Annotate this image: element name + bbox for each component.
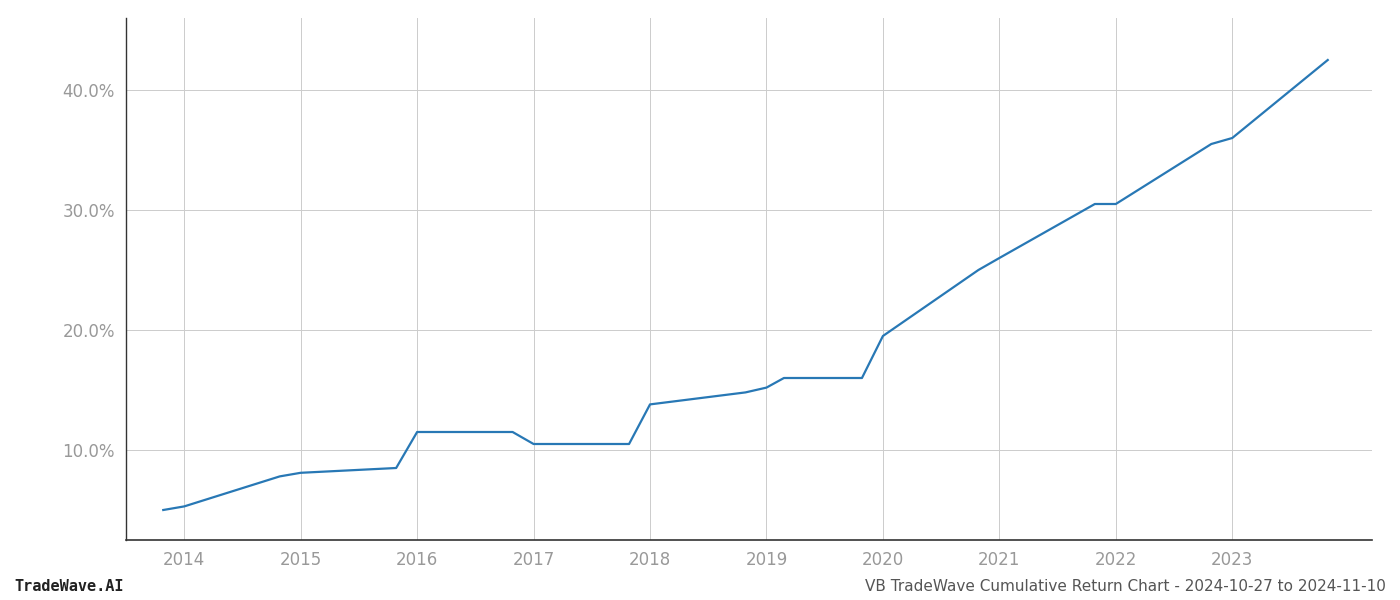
- Text: TradeWave.AI: TradeWave.AI: [14, 579, 123, 594]
- Text: VB TradeWave Cumulative Return Chart - 2024-10-27 to 2024-11-10: VB TradeWave Cumulative Return Chart - 2…: [865, 579, 1386, 594]
